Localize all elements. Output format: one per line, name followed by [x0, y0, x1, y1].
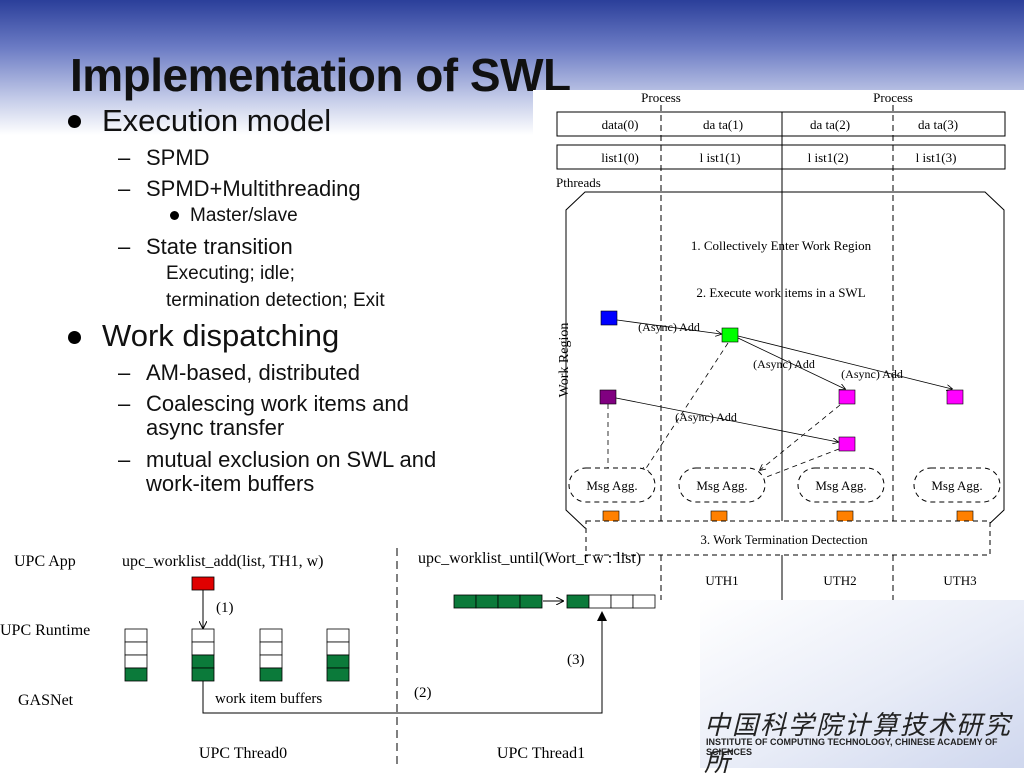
bullet-am-based: AM-based, distributed	[146, 360, 360, 385]
data-cell-3: da ta(3)	[918, 117, 958, 132]
uth-label: UTH1	[705, 573, 738, 588]
dash: –	[118, 176, 131, 201]
work-region-label: Work Region	[557, 323, 572, 398]
bullet-work-dispatching: Work dispatching	[102, 318, 340, 353]
arrow-async	[616, 319, 721, 334]
termination-box	[585, 520, 991, 556]
dash: –	[118, 447, 131, 472]
list-cell-1: l ist1(1)	[700, 150, 741, 165]
work-item-magenta	[946, 389, 964, 405]
work-item-magenta	[838, 436, 856, 452]
upc-thread1-label: UPC Thread1	[497, 745, 585, 762]
step-3: (3)	[567, 652, 585, 668]
async-add-label: (Async) Add	[675, 410, 737, 424]
worklist-row-2	[566, 594, 656, 609]
layer-upc-app: UPC App	[14, 553, 76, 570]
dash: –	[118, 391, 131, 416]
bullet-spmd-mt: SPMD+Multithreading	[146, 176, 361, 201]
data-cell-2: da ta(2)	[810, 117, 850, 132]
buffer-stack-0	[124, 628, 148, 682]
worklist-until-call: upc_worklist_until(Wort_t w : list)	[418, 550, 641, 567]
process-label-1: Process	[641, 90, 681, 105]
work-item-purple	[599, 389, 617, 405]
text-executing-idle: Executing; idle;	[166, 263, 295, 284]
layer-gasnet: GASNet	[18, 692, 74, 709]
worklist-add-call: upc_worklist_add(list, TH1, w)	[122, 553, 323, 570]
bullet-state-transition: State transition	[146, 234, 293, 259]
msg-agg-box	[568, 467, 656, 503]
work-item-red	[191, 576, 215, 591]
async-add-label: (Async) Add	[753, 357, 815, 371]
async-add-label: (Async) Add	[841, 367, 903, 381]
bullet-master-slave: Master/slave	[190, 205, 298, 226]
msg-agg-box	[913, 467, 1001, 503]
step-2: (2)	[414, 685, 432, 701]
uth-label: UTH3	[943, 573, 976, 588]
arrow-async	[737, 337, 845, 389]
work-item-magenta	[838, 389, 856, 405]
data-cell-1: da ta(1)	[703, 117, 743, 132]
list-row	[556, 144, 1006, 170]
msg-agg-box	[678, 467, 766, 503]
step-2-label: 2. Execute work items in a SWL	[696, 285, 865, 300]
pthreads-label: Pthreads	[556, 175, 601, 190]
dash: –	[118, 234, 131, 259]
dash: –	[118, 145, 131, 170]
upc-thread0-label: UPC Thread0	[199, 745, 287, 762]
arrow-async	[737, 335, 952, 389]
buffer-stack-1	[191, 628, 215, 682]
buffer-stack-2	[259, 628, 283, 682]
list-cell-3: l ist1(3)	[916, 150, 957, 165]
arrow-step-2-3	[202, 611, 607, 714]
data-cell-0: data(0)	[602, 117, 639, 132]
work-item-buffers-label: work item buffers	[215, 691, 322, 707]
bullet-dot	[68, 331, 81, 344]
text-termination: termination detection; Exit	[166, 290, 385, 311]
msg-agg-label: Msg Agg.	[815, 478, 866, 493]
bullet-coalescing-1: Coalescing work items and	[146, 391, 409, 416]
list-cell-2: l ist1(2)	[808, 150, 849, 165]
process-label-2: Process	[873, 90, 913, 105]
dash: –	[118, 360, 131, 385]
msg-agg-label: Msg Agg.	[931, 478, 982, 493]
bullet-mutual-1: mutual exclusion on SWL and	[146, 447, 437, 472]
bullet-dot	[170, 211, 179, 220]
buffer-stack-3	[326, 628, 350, 682]
work-item-green	[721, 327, 739, 343]
slide-title: Implementation of SWL	[70, 49, 571, 101]
data-row	[556, 111, 1006, 137]
worklist-row-1	[453, 594, 543, 609]
work-item-blue	[600, 310, 618, 326]
step-1: (1)	[216, 600, 234, 616]
async-add-label: (Async) Add	[638, 320, 700, 334]
msg-agg-label: Msg Agg.	[696, 478, 747, 493]
institute-logo-english: INSTITUTE OF COMPUTING TECHNOLOGY, CHINE…	[706, 737, 998, 757]
bullet-dot	[68, 115, 81, 128]
arrow-async	[615, 397, 838, 442]
dashed-arrow	[643, 342, 729, 473]
bullet-coalescing-2: async transfer	[146, 415, 285, 440]
dashed-arrow	[760, 404, 841, 470]
layer-upc-runtime: UPC Runtime	[0, 622, 90, 639]
bullet-execution-model: Execution model	[102, 103, 332, 138]
footer-gradient	[700, 600, 1024, 768]
list-cell-0: list1(0)	[601, 150, 639, 165]
bullet-mutual-2: work-item buffers	[146, 471, 315, 496]
step-1-label: 1. Collectively Enter Work Region	[691, 238, 872, 253]
msg-agg-box	[797, 467, 885, 503]
bullet-spmd: SPMD	[146, 145, 210, 170]
step-3-label: 3. Work Termination Dectection	[700, 532, 868, 547]
uth-label: UTH2	[823, 573, 856, 588]
msg-agg-label: Msg Agg.	[586, 478, 637, 493]
